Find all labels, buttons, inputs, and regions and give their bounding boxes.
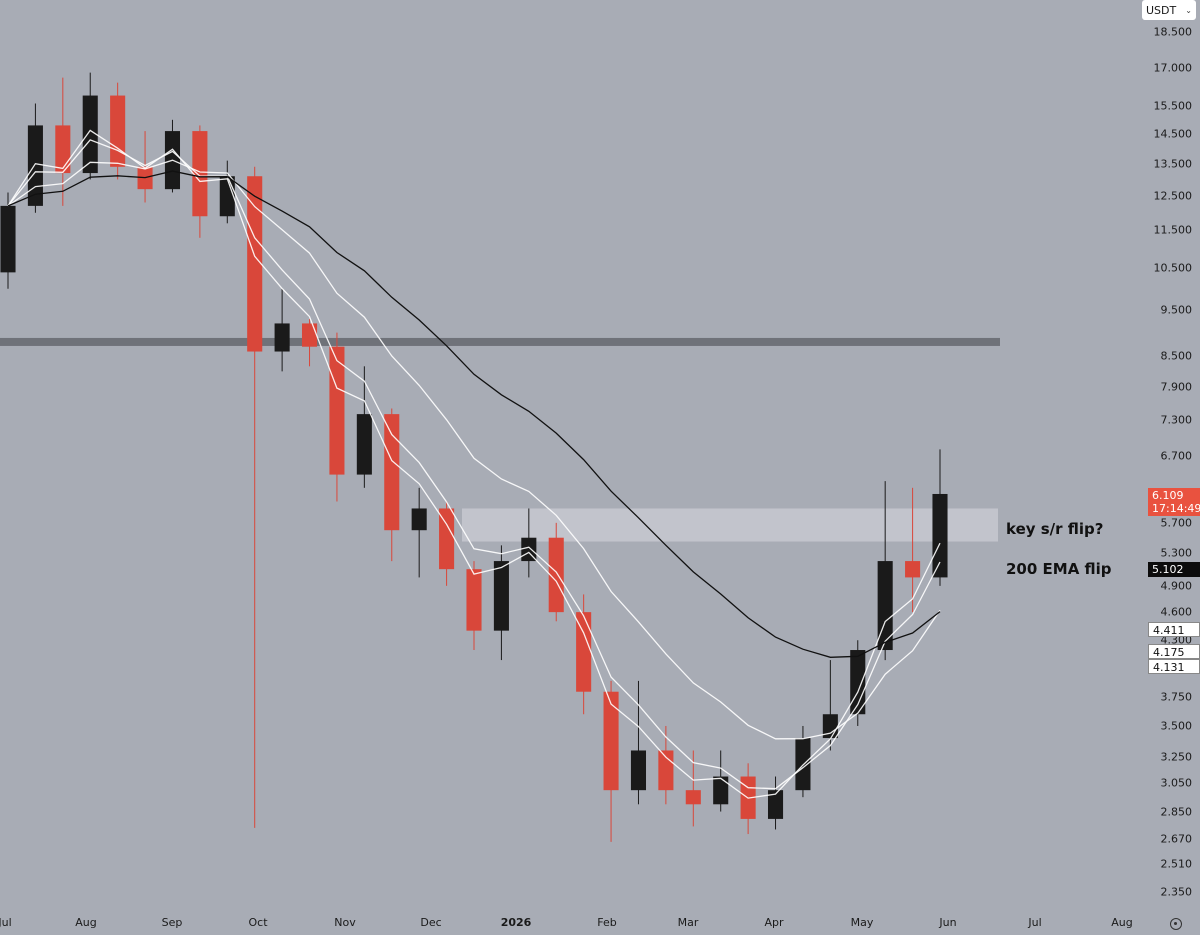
time-tick-label: Dec [420,916,442,929]
ema-ribbon-fast [7,129,941,799]
candle-body [795,738,811,791]
ema-a-badge: 4.411 [1148,622,1200,637]
time-tick-label: Jul [1028,916,1042,929]
price-tick-label: 12.500 [1153,189,1193,203]
time-tick-label: Apr [764,916,784,929]
candle-body [905,561,921,578]
price-tick-label: 3.250 [1160,750,1193,764]
candle-body [493,561,509,631]
price-tick-label: 4.900 [1160,579,1193,593]
price-axis[interactable]: 18.500 17.000 15.500 14.500 13.500 12.500 11.5… [1142,0,1200,910]
candle-body [301,323,318,347]
time-axis[interactable]: Jul Aug Sep Oct Nov Dec 2026 Feb Mar Apr May Jun Jul… [0,910,1200,935]
candle-body [713,776,729,805]
time-tick-label: Nov [334,916,356,929]
price-tick-label: 10.500 [1153,261,1193,275]
sr-flip-annotation: key s/r flip? [1006,520,1104,538]
sr-zone [462,508,998,542]
price-tick-label: 6.700 [1160,449,1193,462]
chevron-down-icon: ⌄ [1185,5,1192,15]
time-tick-label: Aug [75,916,97,929]
candle-body [192,131,208,217]
price-tick-label: 18.500 [1153,25,1193,39]
candle-body [877,561,893,651]
resistance-band [0,337,1000,346]
candle-body [55,125,71,174]
price-tick-label: 7.300 [1160,413,1193,427]
price-tick-label: 7.900 [1160,380,1193,394]
price-tick-label: 3.750 [1160,690,1193,704]
price-tick-label: 13.500 [1153,157,1193,171]
price-tick-label: 3.500 [1160,719,1193,733]
candle-body [630,750,647,791]
candle-body [274,323,290,352]
candle-body [384,414,400,531]
price-tick-label: 17.000 [1153,61,1193,75]
ema200-line [7,170,941,658]
price-tick-label: 2.850 [1160,805,1193,819]
candle-body [356,414,372,475]
price-tick-label: 2.670 [1160,832,1193,846]
price-tick-label: 2.510 [1160,857,1193,871]
candle-body [110,95,126,167]
price-tick-label: 4.600 [1160,605,1193,619]
candle-body [767,790,784,819]
candle-body [82,95,98,174]
time-tick-label: Jun [939,916,957,929]
gear-icon[interactable] [1170,918,1182,930]
candle-body [603,691,619,791]
ema-ribbon-mid [7,139,941,790]
time-tick-label: Sep [161,916,183,929]
ema-flip-annotation: 200 EMA flip [1006,560,1112,578]
candle-body [411,508,427,531]
currency-label: USDT [1146,3,1177,17]
price-tick-label: 11.500 [1153,223,1193,237]
time-tick-label: Jul [0,916,12,929]
candle-body [219,176,235,217]
price-tick-label: 14.500 [1153,127,1193,141]
currency-select[interactable]: USDT ⌄ [1142,0,1196,20]
candle-body [439,508,455,570]
candle-body [685,790,701,805]
price-tick-label: 5.700 [1160,516,1193,530]
price-tick-label: 3.050 [1160,776,1193,790]
price-tick-label: 2.350 [1160,885,1193,899]
time-tick-label: Oct [248,916,268,929]
time-tick-label: Aug [1111,916,1133,929]
price-tick-label: 5.300 [1160,546,1193,560]
candle-body [466,569,482,631]
candle-body [932,493,948,578]
candle-body [548,537,564,613]
candle-body [329,346,345,475]
time-tick-label: May [850,916,874,929]
ema-c-badge: 4.131 [1148,659,1200,674]
price-tick-label: 15.500 [1153,99,1193,113]
ema-b-badge: 4.175 [1148,644,1200,659]
price-tick-label: 9.500 [1160,303,1193,317]
ema-ribbon-slow [7,159,941,740]
current-price-value: 6.109 [1152,489,1184,502]
time-tick-label: Mar [677,916,699,929]
candle-body [247,176,263,352]
time-tick-label: 2026 [500,916,532,929]
time-tick-label: Feb [597,916,617,929]
candle-countdown: 17:14:49 [1152,502,1200,515]
candle-body [576,612,592,692]
candle-body [0,205,16,273]
price-tick-label: 8.500 [1160,349,1193,363]
candle-body [521,537,537,562]
ema200-badge: 5.102 [1148,562,1200,577]
current-price-badge: 6.109 17:14:49 [1148,488,1200,516]
